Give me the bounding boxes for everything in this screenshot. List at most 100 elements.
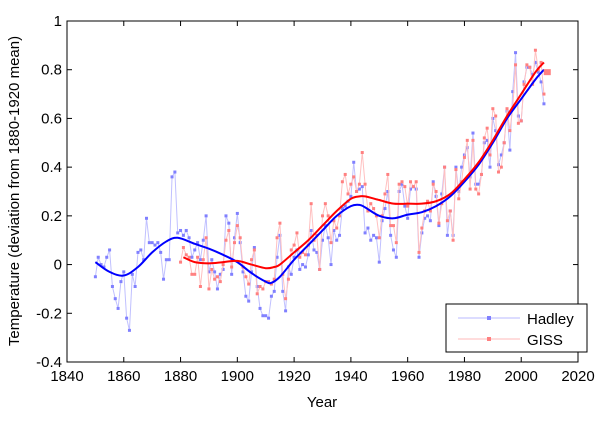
data-point — [420, 231, 424, 235]
data-point — [193, 272, 197, 276]
data-point — [255, 292, 259, 296]
data-point — [502, 141, 506, 145]
data-point — [187, 236, 191, 240]
data-point — [357, 187, 361, 191]
data-point — [539, 60, 543, 64]
data-point — [184, 228, 188, 232]
data-point — [298, 267, 302, 271]
data-point — [110, 284, 114, 288]
legend-hadley-label: Hadley — [527, 311, 574, 328]
data-point — [108, 248, 112, 252]
data-point — [306, 253, 310, 257]
data-point — [142, 258, 146, 262]
data-point — [374, 236, 378, 240]
data-point — [434, 190, 438, 193]
data-point — [258, 284, 262, 288]
data-point — [187, 255, 191, 259]
data-point — [230, 265, 234, 269]
data-point — [448, 209, 452, 213]
data-point — [445, 233, 449, 237]
data-point — [366, 209, 370, 213]
data-point — [346, 192, 350, 196]
data-point — [389, 233, 393, 237]
data-point — [491, 107, 495, 111]
data-point — [488, 165, 492, 169]
data-point — [338, 214, 342, 218]
data-point — [494, 114, 498, 118]
data-point — [264, 314, 268, 318]
data-point — [190, 255, 194, 259]
y-tick-label: 0.2 — [41, 208, 62, 225]
data-point — [400, 180, 404, 184]
data-point — [278, 233, 282, 237]
data-point — [460, 165, 464, 169]
legend-hadley-marker — [487, 316, 491, 320]
data-point — [428, 209, 432, 213]
x-tick-label: 1860 — [107, 368, 140, 385]
data-point — [105, 255, 109, 259]
series-giss — [179, 48, 546, 301]
data-point — [326, 236, 330, 240]
data-point — [232, 236, 236, 240]
data-point — [482, 136, 486, 140]
axis-ticks: 1840 1860 1880 1900 1920 1940 1960 1980 2000 2020… — [36, 13, 595, 385]
data-point — [511, 90, 515, 94]
data-point — [391, 248, 395, 252]
data-point — [173, 170, 177, 174]
data-point — [420, 226, 424, 230]
y-tick-label: 0 — [54, 257, 62, 274]
data-point — [457, 190, 461, 193]
x-tick-label: 1900 — [221, 368, 254, 385]
smooth-line-giss — [182, 61, 545, 270]
data-point — [389, 224, 393, 228]
y-tick-label: -0.2 — [36, 305, 62, 322]
data-point — [244, 275, 248, 279]
data-point — [244, 294, 248, 298]
data-point — [210, 267, 214, 271]
data-point — [93, 275, 97, 279]
data-point — [360, 151, 364, 155]
data-point — [409, 180, 413, 184]
data-point — [252, 248, 256, 252]
data-point — [215, 287, 219, 291]
data-point — [377, 236, 381, 240]
data-point — [443, 165, 447, 169]
data-point — [514, 51, 518, 55]
data-point — [127, 328, 131, 332]
data-point — [235, 211, 239, 215]
data-point — [164, 258, 168, 262]
data-point — [329, 263, 333, 267]
data-point — [267, 316, 271, 320]
legend-giss-marker — [487, 337, 491, 341]
data-point — [499, 153, 503, 157]
data-point — [477, 192, 481, 196]
x-axis-label: Year — [307, 394, 337, 411]
data-point — [130, 272, 134, 276]
data-point — [315, 250, 319, 254]
data-point — [360, 185, 364, 189]
data-point — [471, 138, 475, 142]
data-point — [352, 160, 356, 164]
data-point — [363, 231, 367, 235]
data-point — [224, 214, 228, 218]
data-point — [403, 185, 407, 189]
data-point — [119, 280, 123, 284]
data-point — [181, 233, 185, 237]
data-point — [241, 270, 245, 274]
data-point — [196, 255, 200, 259]
data-point — [221, 267, 225, 271]
data-point — [340, 207, 344, 211]
data-point — [391, 224, 395, 228]
data-point — [190, 272, 194, 276]
data-point — [536, 70, 540, 74]
data-point — [292, 255, 296, 259]
data-point — [323, 224, 327, 228]
data-point — [462, 155, 466, 159]
data-point — [377, 260, 381, 264]
data-point — [414, 180, 418, 184]
legend-box — [445, 303, 588, 353]
data-point — [539, 80, 543, 84]
data-point — [196, 241, 200, 245]
data-point — [335, 238, 339, 242]
